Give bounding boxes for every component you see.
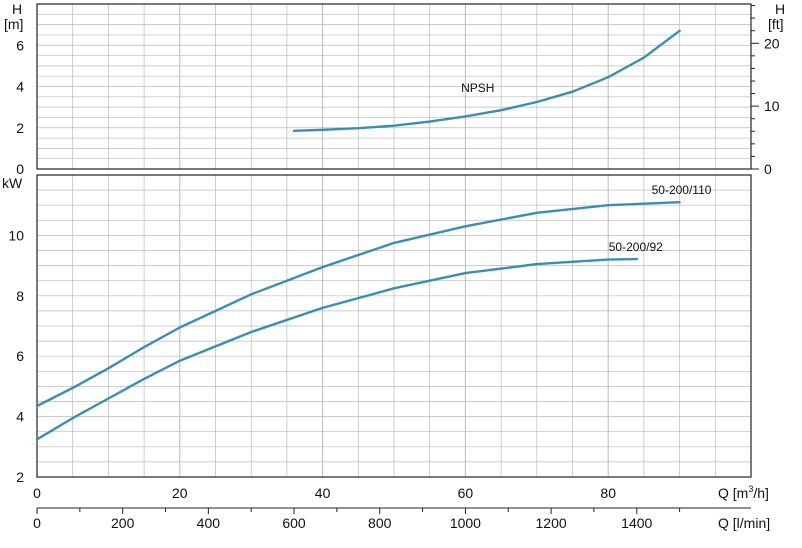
q-m3h-sup: 3 xyxy=(748,484,753,494)
curves: NPSH 50-200/110 50-200/92 xyxy=(35,29,712,441)
h-m-unit: [m] xyxy=(4,16,23,32)
curve-label-50-200-110: 50-200/110 xyxy=(652,183,712,197)
y-tick-label: 4 xyxy=(16,79,24,95)
y-tick-label: 2 xyxy=(16,120,24,136)
h-m-label: H xyxy=(12,1,22,17)
y-tick-label-right: 10 xyxy=(764,98,780,114)
y-tick-label: 6 xyxy=(16,37,24,53)
power-curve-50-200-110 xyxy=(35,201,681,408)
x-tick-label: 20 xyxy=(172,485,188,501)
npsh-grid xyxy=(37,4,751,169)
power-plot-frame xyxy=(36,174,752,478)
x-tick-label: 80 xyxy=(600,485,616,501)
kw-label: kW xyxy=(2,175,23,191)
y-tick-label: 6 xyxy=(16,348,24,364)
power-curve-50-200-92 xyxy=(35,257,638,441)
x-tick-label-lmin: 1400 xyxy=(621,515,652,531)
y-tick-label-right: 20 xyxy=(764,35,780,51)
x-tick-label-lmin: 600 xyxy=(282,515,306,531)
y-tick-label: 8 xyxy=(16,288,24,304)
x-tick-label: 0 xyxy=(33,485,41,501)
curve-label-50-200-92: 50-200/92 xyxy=(609,240,663,254)
x-tick-label: 40 xyxy=(315,485,331,501)
x-tick-label-lmin: 800 xyxy=(368,515,392,531)
y-tick-label: 10 xyxy=(8,227,24,243)
y-tick-label: 4 xyxy=(16,409,24,425)
npsh-label: NPSH xyxy=(461,81,494,95)
y-tick-label: 2 xyxy=(16,469,24,485)
npsh-curve xyxy=(292,29,681,132)
power-grid xyxy=(37,175,751,477)
x-tick-label-lmin: 1000 xyxy=(450,515,481,531)
npsh-plot-frame xyxy=(36,3,752,170)
q-m3h-prefix: Q [m xyxy=(718,485,748,501)
q-m3h-suffix: /h] xyxy=(753,485,769,501)
x-tick-label: 60 xyxy=(458,485,474,501)
x-tick-label-lmin: 1200 xyxy=(536,515,567,531)
q-m3h-label: Q [m3/h] xyxy=(718,484,769,501)
h-ft-label: H xyxy=(775,1,785,17)
x-tick-label-lmin: 0 xyxy=(33,515,41,531)
y-tick-label: 0 xyxy=(16,161,24,177)
x-tick-label-lmin: 200 xyxy=(111,515,135,531)
x-tick-label-lmin: 400 xyxy=(197,515,221,531)
h-ft-unit: [ft] xyxy=(768,16,784,32)
y-tick-label-right: 0 xyxy=(764,161,772,177)
q-lmin-label: Q [l/min] xyxy=(718,515,770,531)
